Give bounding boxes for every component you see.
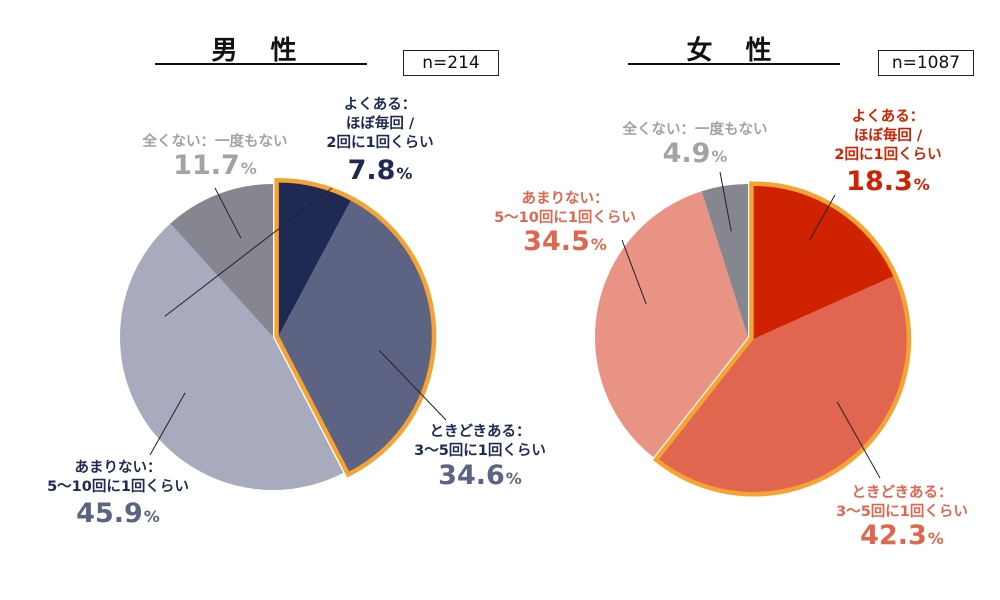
male-leader-sometimes [378,350,447,421]
female-value-rarely-number: 34.5 [523,226,590,257]
female-value-never: 4.9% [605,138,785,169]
female-title-underline [628,63,840,65]
female-label-sometimes-line2: 3〜5回に1回くらい [836,504,968,520]
female-label-often-line3: 2回に1回くらい [834,147,942,163]
male-panel-title: 男 性 [211,36,309,66]
female-value-rarely-pct: % [590,235,607,254]
female-label-never: 全くない：一度もない [605,121,785,140]
male-leader-rarely [149,392,186,456]
male-title-underline [155,63,367,65]
male-value-sometimes-number: 34.6 [438,460,505,491]
female-slice-sometimes [659,276,907,492]
male-label-often-line2: ほぼ毎回 / [345,116,415,132]
female-panel-title: 女 性 [686,36,784,66]
male-value-rarely-number: 45.9 [76,498,143,529]
female-leader-often [809,194,836,241]
female-label-often-line1: よくある： [851,109,925,125]
male-label-never: 全くない：一度もない [130,133,300,152]
female-value-often: 18.3% [828,166,948,197]
female-leader-rarely [621,239,647,305]
male-value-rarely: 45.9% [38,498,198,529]
female-label-sometimes: ときどきある： 3〜5回に1回くらい [822,484,982,522]
male-label-rarely-line1: あまりない： [74,460,162,476]
male-leader-often [164,187,333,317]
male-value-never: 11.7% [130,150,300,181]
male-slice-rarely [119,223,344,491]
male-value-often-pct: % [396,164,413,183]
male-label-sometimes: ときどきある： 3〜5回に1回くらい [400,423,560,461]
female-value-sometimes-pct: % [927,529,944,548]
female-slice-often [753,185,894,339]
female-label-often: よくある： ほぼ毎回 / 2回に1回くらい [828,108,948,165]
male-value-never-number: 11.7 [173,150,240,181]
female-label-rarely-line2: 5〜10回に1回くらい [494,210,636,226]
male-label-often-line1: よくある： [343,97,417,113]
male-slice-never [170,184,273,337]
female-leader-never [719,171,732,232]
male-value-sometimes: 34.6% [400,460,560,491]
female-sample-size: n=1087 [878,50,974,76]
male-slice-often [278,182,351,336]
male-value-rarely-pct: % [143,507,160,526]
male-label-rarely: あまりない： 5〜10回に1回くらい [38,459,198,497]
male-label-rarely-line2: 5〜10回に1回くらい [47,479,189,495]
female-value-sometimes: 42.3% [822,520,982,551]
male-value-often: 7.8% [325,155,435,186]
male-label-often: よくある： ほぼ毎回 / 2回に1回くらい [325,96,435,153]
female-slice-rarely [595,191,748,458]
male-slice-sometimes [278,200,432,472]
female-value-never-number: 4.9 [662,138,711,169]
male-label-never-line1: 全くない：一度もない [142,134,288,150]
female-value-sometimes-number: 42.3 [860,520,927,551]
female-label-sometimes-line1: ときどきある： [851,485,953,501]
male-sample-size: n=214 [403,50,499,76]
male-leader-never [214,187,242,239]
female-value-never-pct: % [711,147,728,166]
male-label-often-line3: 2回に1回くらい [326,135,434,151]
male-label-sometimes-line1: ときどきある： [429,424,531,440]
male-value-often-number: 7.8 [347,155,396,186]
male-value-sometimes-pct: % [505,469,522,488]
female-slice-never [701,184,748,337]
female-label-rarely: あまりない： 5〜10回に1回くらい [485,190,645,228]
female-value-often-number: 18.3 [846,166,913,197]
female-label-never-line1: 全くない：一度もない [622,122,768,138]
female-value-rarely: 34.5% [485,226,645,257]
male-value-never-pct: % [240,159,257,178]
female-leader-sometimes [836,401,881,479]
male-label-sometimes-line2: 3〜5回に1回くらい [414,443,546,459]
female-value-often-pct: % [913,175,930,194]
female-label-often-line2: ほぼ毎回 / [853,128,923,144]
female-label-rarely-line1: あまりない： [521,191,609,207]
